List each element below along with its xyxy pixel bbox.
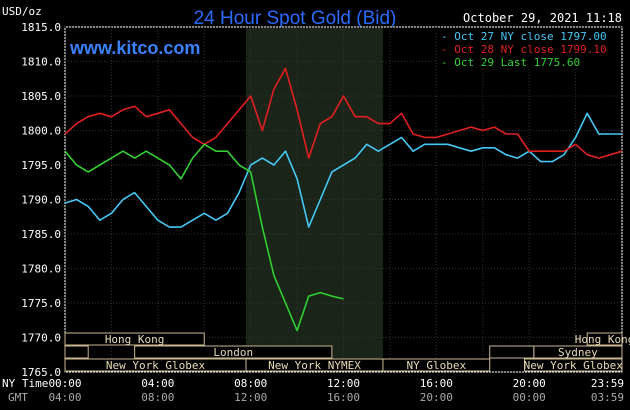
session-label: Hong Kong <box>575 333 630 346</box>
chart-title: 24 Hour Spot Gold (Bid) <box>194 8 397 29</box>
session-bar <box>489 345 535 359</box>
legend-entry: - Oct 29 Last 1775.60 <box>441 56 580 69</box>
x-tick-label-gmt: 04:00 <box>48 391 81 404</box>
y-tick-label: 1785.0 <box>21 228 61 241</box>
session-label: New York Globex <box>524 359 624 372</box>
session-bar <box>64 332 205 346</box>
y-tick-label: 1815.0 <box>21 21 61 34</box>
session-bar <box>134 345 333 359</box>
x-tick-label-gmt: 08:00 <box>141 391 174 404</box>
session-bar <box>586 332 623 346</box>
y-tick-label: 1805.0 <box>21 90 61 103</box>
y-tick-label: 1800.0 <box>21 125 61 138</box>
session-label: New York Globex <box>106 359 206 372</box>
session-label: NY Globex <box>407 359 467 372</box>
session-bar <box>524 358 623 372</box>
site-watermark: www.kitco.com <box>69 38 200 58</box>
x-axis-gmt-label: GMT <box>8 391 28 404</box>
chart-datetime: October 29, 2021 11:18 <box>463 11 622 25</box>
x-tick-label-gmt: 20:00 <box>420 391 453 404</box>
axes: 1815.0 1810.0 1805.0 1800.0 1795.0 1790.0 1785… <box>2 21 624 404</box>
session-label: Hong Kong <box>105 333 165 346</box>
x-tick-label-ny: 23:59 <box>591 377 624 390</box>
x-tick-label-gmt: 03:59 <box>591 391 624 404</box>
session-label: New York NYMEX <box>268 359 361 372</box>
x-tick-label-ny: 00:00 <box>48 377 81 390</box>
y-tick-label: 1765.0 <box>21 366 61 379</box>
y-axis-unit: USD/oz <box>2 5 42 18</box>
y-tick-label: 1795.0 <box>21 159 61 172</box>
x-tick-label-ny: 20:00 <box>513 377 546 390</box>
y-tick-label: 1810.0 <box>21 56 61 69</box>
session-bar <box>64 345 89 359</box>
session-bar <box>382 358 491 372</box>
y-tick-label: 1775.0 <box>21 297 61 310</box>
x-tick-label-gmt: 12:00 <box>234 391 267 404</box>
y-tick-label: 1780.0 <box>21 263 61 276</box>
series-line-oct-29 <box>64 143 344 332</box>
x-tick-label-ny: 12:00 <box>327 377 360 390</box>
session-label: Sydney <box>558 346 598 359</box>
legend-box <box>437 29 621 69</box>
x-tick-label-ny: 04:00 <box>141 377 174 390</box>
x-tick-label-gmt: 16:00 <box>327 391 360 404</box>
series-line-oct-28 <box>64 67 623 159</box>
x-tick-label-gmt: 00:00 <box>513 391 546 404</box>
x-axis-ny-label: NY Time <box>2 377 48 390</box>
legend-entry: - Oct 28 NY close 1799.10 <box>441 43 607 56</box>
y-tick-label: 1790.0 <box>21 194 61 207</box>
x-tick-label-ny: 16:00 <box>420 377 453 390</box>
session-label: London <box>213 346 253 359</box>
legend: - Oct 27 NY close 1797.00- Oct 28 NY clo… <box>437 29 621 69</box>
x-tick-label-ny: 08:00 <box>234 377 267 390</box>
y-tick-label: 1770.0 <box>21 332 61 345</box>
legend-entry: - Oct 27 NY close 1797.00 <box>441 30 607 43</box>
